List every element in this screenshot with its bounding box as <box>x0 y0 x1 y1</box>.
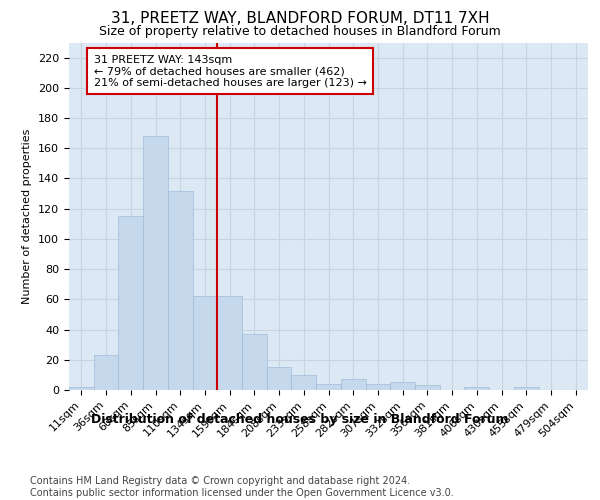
Bar <box>217 296 242 390</box>
Bar <box>118 216 143 390</box>
Bar <box>464 387 489 390</box>
Text: 31 PREETZ WAY: 143sqm
← 79% of detached houses are smaller (462)
21% of semi-det: 31 PREETZ WAY: 143sqm ← 79% of detached … <box>94 54 367 88</box>
Bar <box>193 296 217 390</box>
Bar <box>316 384 341 390</box>
Bar <box>69 387 94 390</box>
Bar <box>415 386 440 390</box>
Y-axis label: Number of detached properties: Number of detached properties <box>22 128 32 304</box>
Bar <box>341 380 365 390</box>
Text: Distribution of detached houses by size in Blandford Forum: Distribution of detached houses by size … <box>91 412 509 426</box>
Text: Size of property relative to detached houses in Blandford Forum: Size of property relative to detached ho… <box>99 25 501 38</box>
Bar <box>292 375 316 390</box>
Bar <box>514 387 539 390</box>
Bar <box>267 368 292 390</box>
Text: 31, PREETZ WAY, BLANDFORD FORUM, DT11 7XH: 31, PREETZ WAY, BLANDFORD FORUM, DT11 7X… <box>110 11 490 26</box>
Bar <box>94 355 118 390</box>
Bar <box>143 136 168 390</box>
Bar <box>390 382 415 390</box>
Text: Contains HM Land Registry data © Crown copyright and database right 2024.
Contai: Contains HM Land Registry data © Crown c… <box>30 476 454 498</box>
Bar <box>242 334 267 390</box>
Bar <box>365 384 390 390</box>
Bar <box>168 190 193 390</box>
